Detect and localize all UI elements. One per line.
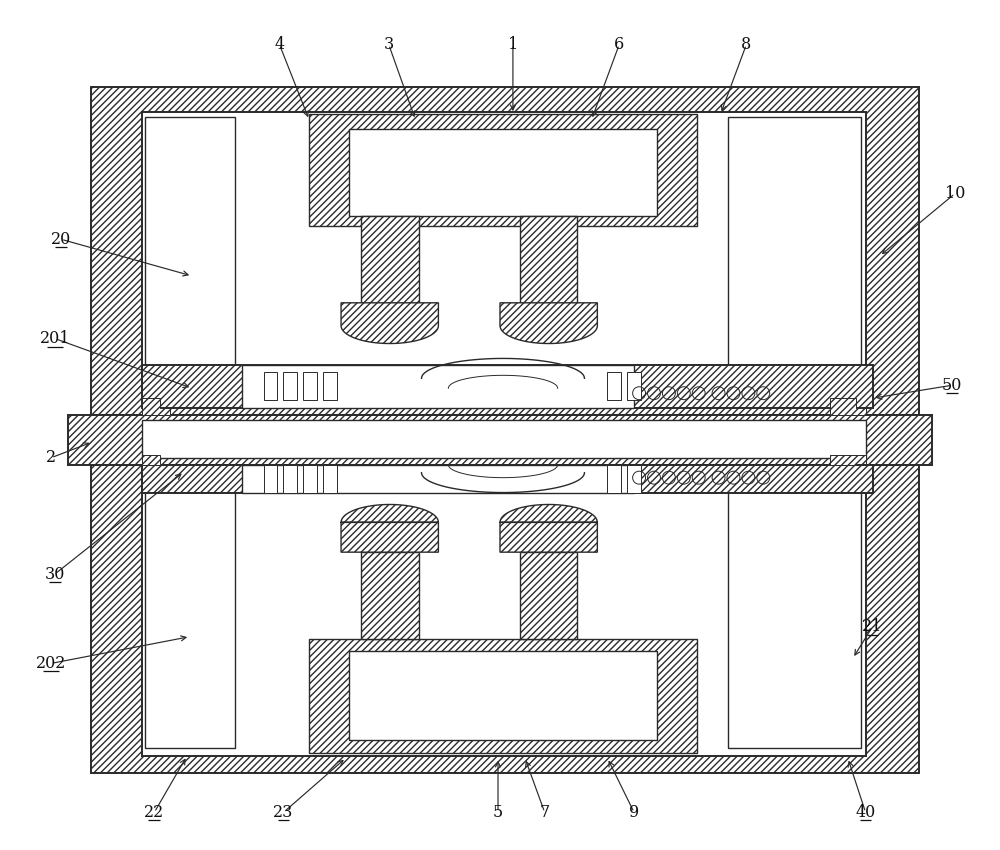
Bar <box>264 465 277 492</box>
Bar <box>309 638 697 753</box>
Bar <box>264 372 277 400</box>
Text: 8: 8 <box>741 36 752 53</box>
Bar <box>145 117 235 371</box>
Bar <box>145 484 235 748</box>
Text: 202: 202 <box>36 655 66 672</box>
Bar <box>323 465 337 492</box>
Text: 50: 50 <box>942 377 962 394</box>
Bar <box>361 552 419 638</box>
Polygon shape <box>142 455 170 465</box>
Bar <box>303 465 317 492</box>
Bar <box>142 420 866 458</box>
Bar <box>627 372 641 400</box>
Text: 1: 1 <box>508 36 518 53</box>
Text: 2: 2 <box>46 450 56 467</box>
Text: 30: 30 <box>45 565 65 582</box>
Text: 9: 9 <box>629 804 639 821</box>
Polygon shape <box>142 398 170 415</box>
Text: 3: 3 <box>384 36 394 53</box>
Bar <box>142 465 873 492</box>
Text: 10: 10 <box>945 185 965 202</box>
Bar <box>283 465 297 492</box>
Bar <box>323 372 337 400</box>
Bar <box>349 129 657 217</box>
Bar <box>728 117 861 371</box>
Text: 6: 6 <box>614 36 624 53</box>
Text: 22: 22 <box>144 804 164 821</box>
Bar <box>68 415 932 465</box>
Polygon shape <box>500 505 597 552</box>
Text: 201: 201 <box>40 330 70 347</box>
Text: 4: 4 <box>274 36 285 53</box>
Bar <box>91 88 919 415</box>
Bar <box>607 372 621 400</box>
Bar <box>283 372 297 400</box>
Bar <box>728 484 861 748</box>
Bar <box>520 552 577 638</box>
Bar <box>607 465 621 492</box>
Bar <box>142 479 866 756</box>
Text: 20: 20 <box>51 230 71 247</box>
Text: 40: 40 <box>855 804 876 821</box>
Bar <box>309 114 697 226</box>
Polygon shape <box>341 505 438 552</box>
Text: 23: 23 <box>273 804 294 821</box>
Bar <box>361 217 419 303</box>
Bar <box>303 372 317 400</box>
Bar <box>142 112 866 378</box>
Bar <box>349 650 657 740</box>
Text: 7: 7 <box>540 804 550 821</box>
Text: 5: 5 <box>493 804 503 821</box>
Bar <box>242 465 634 492</box>
Bar <box>242 366 634 408</box>
Bar <box>520 217 577 303</box>
Bar <box>627 465 641 492</box>
Bar <box>91 465 919 773</box>
Polygon shape <box>830 455 866 465</box>
Polygon shape <box>830 398 866 415</box>
Polygon shape <box>341 303 438 343</box>
Bar <box>142 366 873 408</box>
Polygon shape <box>500 303 597 343</box>
Text: 21: 21 <box>862 618 883 635</box>
